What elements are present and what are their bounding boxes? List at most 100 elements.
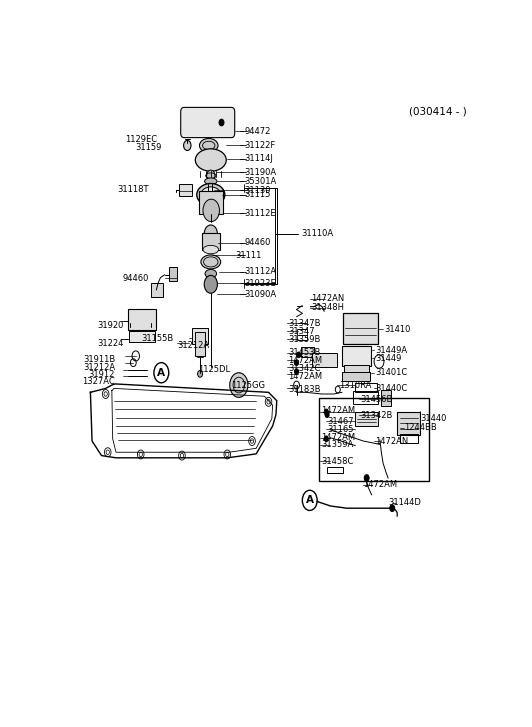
Circle shape	[206, 170, 215, 181]
Text: 31359A: 31359A	[321, 441, 354, 449]
Bar	[400, 434, 418, 443]
Circle shape	[390, 505, 395, 512]
Text: 31912: 31912	[89, 370, 115, 379]
Ellipse shape	[195, 149, 226, 171]
Circle shape	[203, 199, 220, 222]
Text: 31090A: 31090A	[245, 290, 277, 299]
Text: 94472: 94472	[245, 127, 271, 136]
Bar	[397, 412, 420, 435]
Text: 31190A: 31190A	[245, 168, 277, 177]
Ellipse shape	[197, 183, 225, 206]
Ellipse shape	[201, 255, 221, 269]
Text: 1129EC: 1129EC	[125, 135, 157, 145]
Circle shape	[219, 119, 224, 126]
Text: (030414 - ): (030414 - )	[409, 106, 467, 116]
Text: 1472AM: 1472AM	[288, 356, 322, 365]
Text: 94460: 94460	[245, 238, 271, 247]
Bar	[355, 383, 377, 393]
Text: 1472AM: 1472AM	[363, 481, 397, 489]
Text: 1244BB: 1244BB	[404, 423, 437, 432]
Text: 94460: 94460	[122, 274, 149, 284]
Text: 31923E: 31923E	[245, 278, 276, 288]
Circle shape	[325, 412, 329, 417]
Text: 35301A: 35301A	[245, 177, 277, 186]
Text: 31212A: 31212A	[177, 342, 209, 350]
FancyBboxPatch shape	[181, 108, 235, 137]
Bar	[129, 331, 155, 342]
Bar	[319, 398, 429, 481]
Circle shape	[324, 436, 328, 441]
Bar	[353, 391, 378, 403]
Text: 31458C: 31458C	[321, 457, 354, 466]
Ellipse shape	[203, 246, 219, 254]
Text: 31111: 31111	[236, 251, 262, 260]
Text: 31224: 31224	[97, 339, 123, 348]
Text: 31347B: 31347B	[288, 319, 321, 328]
Text: 31112A: 31112A	[245, 268, 277, 276]
Text: 31911B: 31911B	[83, 356, 115, 364]
Circle shape	[204, 276, 218, 293]
Ellipse shape	[201, 187, 221, 203]
Text: A: A	[306, 495, 314, 505]
Text: 31359B: 31359B	[288, 334, 321, 344]
Text: 1472AN: 1472AN	[375, 436, 408, 446]
Bar	[128, 309, 155, 330]
Text: 31118T: 31118T	[118, 185, 149, 193]
Text: 31401C: 31401C	[375, 369, 407, 377]
Bar	[200, 190, 223, 214]
Bar	[343, 313, 378, 344]
Bar	[151, 284, 163, 297]
Text: 31144D: 31144D	[388, 498, 421, 507]
Text: 1472AM: 1472AM	[321, 433, 355, 442]
Text: 31114J: 31114J	[245, 154, 273, 164]
Bar	[169, 268, 177, 281]
Circle shape	[204, 225, 218, 243]
Circle shape	[184, 140, 191, 150]
Text: 31440C: 31440C	[375, 384, 407, 393]
Text: 31456B: 31456B	[360, 395, 393, 403]
Text: 1125DL: 1125DL	[197, 366, 230, 374]
Text: 31122F: 31122F	[245, 141, 276, 150]
Ellipse shape	[205, 178, 217, 185]
Text: 31112E: 31112E	[245, 209, 276, 217]
Text: 1472AM: 1472AM	[288, 371, 322, 381]
Circle shape	[295, 360, 298, 366]
Text: 31183B: 31183B	[288, 385, 321, 394]
Text: 31449: 31449	[375, 353, 401, 363]
Text: 1125GG: 1125GG	[231, 380, 265, 390]
Text: 31130: 31130	[245, 185, 271, 195]
Text: 31115: 31115	[245, 190, 271, 199]
Circle shape	[324, 409, 328, 414]
Text: 1310RA: 1310RA	[338, 380, 371, 390]
Circle shape	[364, 475, 369, 481]
Text: 31110A: 31110A	[302, 230, 334, 238]
Text: 1472AM: 1472AM	[321, 406, 355, 414]
Text: 31467: 31467	[327, 417, 354, 427]
Bar	[342, 347, 371, 366]
Text: 1327AC: 1327AC	[82, 377, 115, 386]
Text: 31347: 31347	[288, 327, 315, 336]
Text: 31159: 31159	[136, 142, 162, 152]
Bar	[195, 332, 205, 356]
Bar	[202, 233, 220, 249]
Bar	[301, 347, 314, 357]
Bar	[192, 328, 208, 344]
Bar	[327, 467, 343, 473]
Bar	[179, 184, 192, 196]
Text: 31920: 31920	[97, 321, 123, 329]
Text: 31212A: 31212A	[83, 363, 115, 371]
Ellipse shape	[205, 270, 217, 278]
Bar	[381, 390, 391, 406]
Text: 1472AN: 1472AN	[311, 294, 345, 303]
Circle shape	[197, 371, 203, 377]
Circle shape	[296, 352, 301, 358]
Bar	[296, 329, 307, 340]
Text: 31440: 31440	[420, 414, 447, 423]
Text: 31165: 31165	[327, 425, 354, 434]
Text: 31342C: 31342C	[288, 364, 321, 373]
Text: 31342B: 31342B	[360, 411, 393, 419]
Text: A: A	[157, 368, 165, 378]
Text: 31410: 31410	[384, 324, 410, 334]
Circle shape	[295, 369, 298, 374]
Bar	[355, 412, 378, 426]
